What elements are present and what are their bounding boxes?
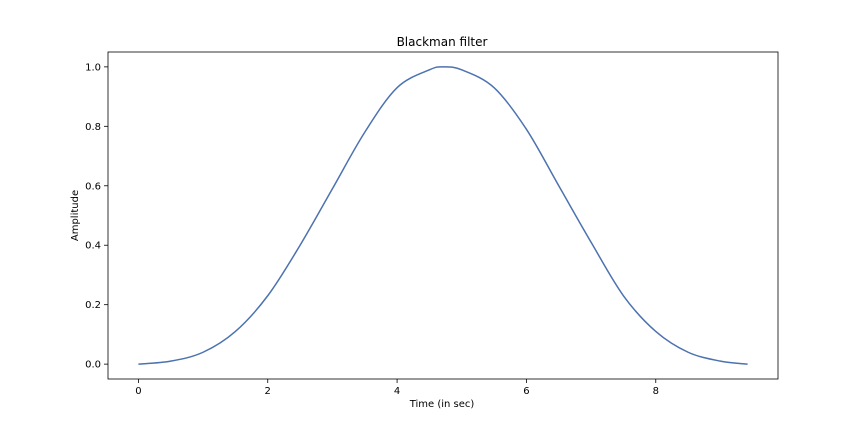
x-tick-label: 8	[653, 386, 659, 397]
chart-title: Blackman filter	[397, 35, 488, 49]
x-axis-label: Time (in sec)	[409, 399, 475, 410]
y-tick-label: 0.2	[85, 300, 101, 311]
y-tick-label: 1.0	[85, 62, 101, 73]
y-axis-ticks: 0.0 0.2 0.4 0.6 0.8 1.0	[85, 62, 108, 371]
series-line	[138, 66, 748, 365]
x-tick-label: 0	[135, 386, 141, 397]
x-tick-label: 6	[523, 386, 529, 397]
y-tick-label: 0.0	[85, 360, 101, 371]
y-tick-label: 0.6	[85, 181, 101, 192]
y-tick-label: 0.4	[85, 241, 101, 252]
x-axis-ticks: 0 2 4 6 8	[135, 379, 659, 397]
y-tick-label: 0.8	[85, 122, 101, 133]
x-tick-label: 4	[394, 386, 400, 397]
series-layer	[138, 66, 748, 365]
plot-area	[107, 51, 779, 380]
y-axis-label: Amplitude	[70, 190, 81, 241]
x-tick-label: 2	[265, 386, 271, 397]
